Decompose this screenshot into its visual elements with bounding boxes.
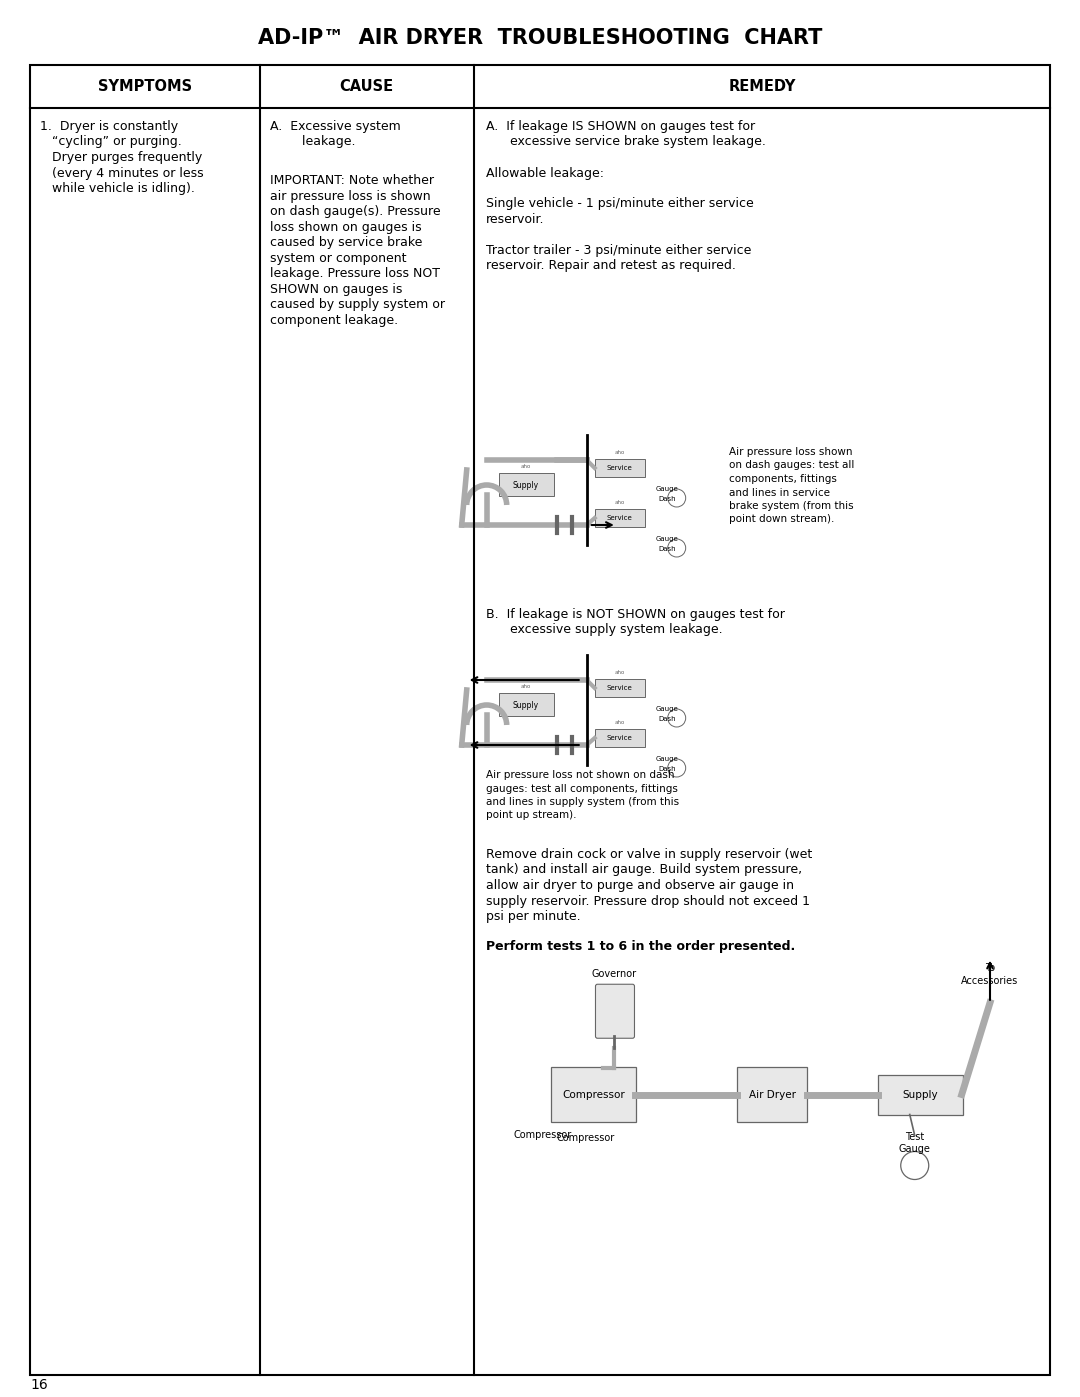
Bar	[738, 1066, 808, 1122]
Text: tank) and install air gauge. Build system pressure,: tank) and install air gauge. Build syste…	[486, 863, 801, 876]
Text: Supply: Supply	[902, 1090, 937, 1099]
Text: aho: aho	[615, 500, 625, 504]
Bar	[595, 509, 645, 527]
Text: SYMPTOMS: SYMPTOMS	[97, 80, 192, 94]
Bar	[878, 1074, 962, 1115]
Text: aho: aho	[615, 669, 625, 675]
Bar	[595, 729, 645, 747]
Text: reservoir.: reservoir.	[486, 212, 544, 226]
Text: Single vehicle - 1 psi/minute either service: Single vehicle - 1 psi/minute either ser…	[486, 197, 754, 211]
Text: component leakage.: component leakage.	[270, 314, 397, 327]
Text: loss shown on gauges is: loss shown on gauges is	[270, 221, 421, 233]
Text: Gauge: Gauge	[656, 536, 678, 542]
Text: Gauge: Gauge	[656, 756, 678, 761]
Text: 1.  Dryer is constantly: 1. Dryer is constantly	[40, 120, 178, 133]
Text: Remove drain cock or valve in supply reservoir (wet: Remove drain cock or valve in supply res…	[486, 848, 812, 861]
Text: Dash: Dash	[658, 717, 675, 722]
Text: while vehicle is idling).: while vehicle is idling).	[52, 182, 194, 196]
Text: leakage.: leakage.	[282, 136, 355, 148]
Text: Compressor: Compressor	[556, 1133, 615, 1143]
Text: point down stream).: point down stream).	[729, 514, 834, 524]
Text: Dryer purges frequently: Dryer purges frequently	[52, 151, 202, 163]
Text: Test: Test	[905, 1133, 924, 1143]
Text: Gauge: Gauge	[656, 486, 678, 492]
Text: caused by supply system or: caused by supply system or	[270, 298, 445, 312]
Text: air pressure loss is shown: air pressure loss is shown	[270, 190, 430, 203]
Text: Air pressure loss shown: Air pressure loss shown	[729, 447, 852, 457]
Text: Governor: Governor	[592, 970, 637, 979]
Text: aho: aho	[521, 683, 531, 689]
Text: Perform tests 1 to 6 in the order presented.: Perform tests 1 to 6 in the order presen…	[486, 940, 795, 953]
Bar	[595, 679, 645, 697]
Text: aho: aho	[521, 464, 531, 468]
Text: SHOWN on gauges is: SHOWN on gauges is	[270, 282, 402, 296]
Text: Air pressure loss not shown on dash: Air pressure loss not shown on dash	[486, 770, 674, 780]
Bar	[499, 474, 554, 496]
Text: (every 4 minutes or less: (every 4 minutes or less	[52, 166, 204, 179]
Text: Supply: Supply	[513, 481, 539, 489]
Text: “cycling” or purging.: “cycling” or purging.	[52, 136, 181, 148]
Text: psi per minute.: psi per minute.	[486, 909, 580, 923]
Bar	[595, 460, 645, 476]
Text: Compressor: Compressor	[514, 1130, 572, 1140]
Text: Dash: Dash	[658, 496, 675, 502]
Text: AD-IP™  AIR DRYER  TROUBLESHOOTING  CHART: AD-IP™ AIR DRYER TROUBLESHOOTING CHART	[258, 28, 822, 47]
Text: caused by service brake: caused by service brake	[270, 236, 422, 249]
Text: and lines in service: and lines in service	[729, 488, 829, 497]
Text: supply reservoir. Pressure drop should not exceed 1: supply reservoir. Pressure drop should n…	[486, 894, 810, 908]
Text: REMEDY: REMEDY	[728, 80, 796, 94]
Text: Allowable leakage:: Allowable leakage:	[486, 166, 604, 179]
Text: point up stream).: point up stream).	[486, 810, 577, 820]
Text: CAUSE: CAUSE	[339, 80, 394, 94]
Text: IMPORTANT: Note whether: IMPORTANT: Note whether	[270, 175, 433, 187]
Text: A.  If leakage IS SHOWN on gauges test for: A. If leakage IS SHOWN on gauges test fo…	[486, 120, 755, 133]
Text: system or component: system or component	[270, 251, 406, 265]
Text: Service: Service	[607, 465, 633, 471]
Text: aho: aho	[615, 719, 625, 725]
Text: Dash: Dash	[658, 546, 675, 552]
Text: Air Dryer: Air Dryer	[748, 1090, 796, 1099]
Text: Gauge: Gauge	[656, 705, 678, 712]
Text: on dash gauge(s). Pressure: on dash gauge(s). Pressure	[270, 205, 441, 218]
Text: Dash: Dash	[658, 766, 675, 773]
Text: Service: Service	[607, 515, 633, 521]
Text: brake system (from this: brake system (from this	[729, 502, 853, 511]
Text: leakage. Pressure loss NOT: leakage. Pressure loss NOT	[270, 267, 440, 281]
Text: Service: Service	[607, 685, 633, 692]
Text: Tractor trailer - 3 psi/minute either service: Tractor trailer - 3 psi/minute either se…	[486, 244, 751, 257]
Text: reservoir. Repair and retest as required.: reservoir. Repair and retest as required…	[486, 260, 735, 272]
Text: 16: 16	[30, 1377, 48, 1391]
Text: Supply: Supply	[513, 700, 539, 710]
Text: B.  If leakage is NOT SHOWN on gauges test for: B. If leakage is NOT SHOWN on gauges tes…	[486, 608, 784, 622]
Bar	[552, 1066, 636, 1122]
FancyBboxPatch shape	[595, 985, 634, 1038]
Text: allow air dryer to purge and observe air gauge in: allow air dryer to purge and observe air…	[486, 879, 794, 893]
Text: excessive service brake system leakage.: excessive service brake system leakage.	[486, 136, 766, 148]
Text: excessive supply system leakage.: excessive supply system leakage.	[486, 623, 723, 637]
Text: Gauge: Gauge	[899, 1144, 931, 1154]
Text: To: To	[985, 963, 995, 972]
Text: A.  Excessive system: A. Excessive system	[270, 120, 401, 133]
Text: gauges: test all components, fittings: gauges: test all components, fittings	[486, 784, 677, 793]
Bar	[499, 693, 554, 717]
Text: components, fittings: components, fittings	[729, 474, 837, 483]
Text: on dash gauges: test all: on dash gauges: test all	[729, 461, 854, 471]
Text: Compressor: Compressor	[562, 1090, 625, 1099]
Text: Service: Service	[607, 735, 633, 740]
Text: aho: aho	[615, 450, 625, 454]
Text: and lines in supply system (from this: and lines in supply system (from this	[486, 798, 679, 807]
Text: Accessories: Accessories	[961, 975, 1018, 986]
